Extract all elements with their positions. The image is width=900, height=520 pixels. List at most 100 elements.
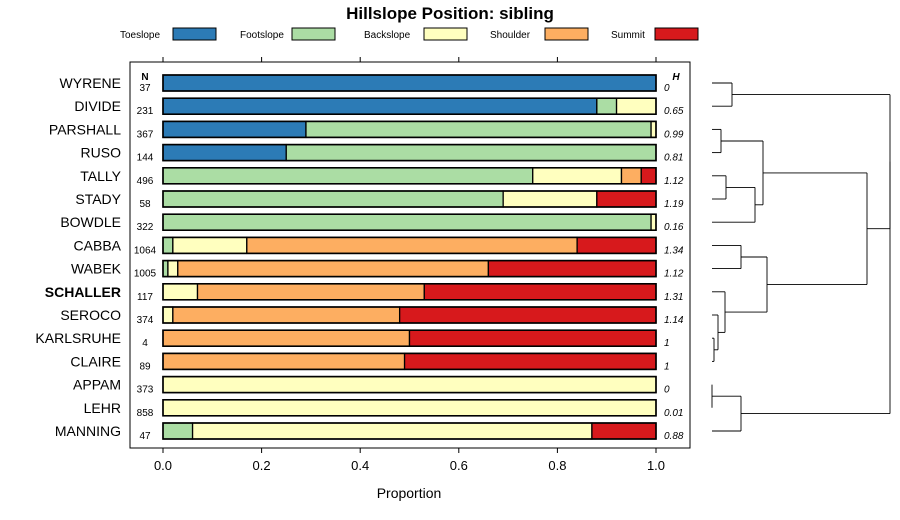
h-value: 1.12 — [664, 269, 684, 280]
bar-segment-backslope — [615, 97, 657, 115]
bar-row-wyrene: WYRENE 37 0 — [60, 74, 670, 94]
bar-row-divide: DIVIDE 231 0.65 — [74, 97, 684, 117]
bar-outline — [162, 236, 657, 255]
bar-segment-shoulder — [162, 329, 411, 347]
bar-segment-shoulder — [246, 236, 578, 255]
bar-segment-footslope — [162, 422, 194, 440]
n-value: 89 — [139, 361, 151, 372]
n-value: 37 — [139, 83, 151, 94]
category-label: WYRENE — [60, 75, 121, 91]
legend-label-toeslope: Toeslope — [120, 30, 160, 41]
h-value: 0.01 — [664, 408, 683, 419]
bar-segment-summit — [591, 422, 657, 440]
legend-swatch-footslope — [291, 27, 336, 41]
bar-segment-footslope — [162, 190, 504, 208]
bar-segment-summit — [640, 167, 657, 185]
bar-segment-toeslope — [162, 74, 657, 92]
category-label: SEROCO — [60, 307, 121, 323]
legend-label-shoulder: Shoulder — [490, 30, 531, 41]
bar-outline — [162, 120, 657, 139]
x-tick-label: 0.8 — [548, 458, 566, 473]
bar-outline — [162, 259, 657, 278]
bar-row-manning: MANNING 47 0.88 — [55, 422, 684, 442]
bar-segment-shoulder — [162, 352, 406, 371]
bar-outline — [162, 167, 657, 185]
legend-swatch-toeslope — [172, 27, 217, 41]
bar-row-tally: TALLY 496 1.12 — [80, 167, 684, 187]
category-label: BOWDLE — [60, 214, 121, 230]
bar-segment-footslope — [596, 97, 618, 115]
h-value: 0.65 — [664, 106, 684, 117]
bar-row-ruso: RUSO 144 0.81 — [81, 143, 683, 164]
bar-row-appam: APPAM 373 0 — [73, 375, 670, 396]
bar-outline — [162, 375, 657, 394]
bar-segment-toeslope — [162, 143, 287, 162]
h-value: 1 — [664, 361, 670, 372]
bar-segment-backslope — [532, 167, 623, 185]
bar-segment-summit — [423, 283, 657, 301]
bar-segment-shoulder — [177, 259, 490, 278]
bar-row-claire: CLAIRE 89 1 — [70, 352, 670, 372]
bar-row-lehr: LEHR 858 0.01 — [84, 398, 683, 419]
h-value: 0.99 — [664, 129, 684, 140]
n-value: 1064 — [134, 245, 157, 256]
h-value: 1.19 — [664, 199, 684, 210]
bar-segment-backslope — [167, 259, 179, 278]
bar-segment-footslope — [162, 213, 652, 231]
legend-label-summit: Summit — [611, 30, 645, 41]
bar-segment-backslope — [172, 236, 248, 255]
bar-segment-shoulder — [196, 283, 425, 301]
x-tick-label: 1.0 — [647, 458, 665, 473]
bar-segment-summit — [596, 190, 657, 208]
legend: Toeslope Footslope Backslope Shoulder Summit — [120, 27, 699, 41]
n-value: 373 — [137, 385, 154, 396]
h-value: 1.14 — [664, 315, 684, 326]
h-value: 1 — [664, 338, 670, 349]
bar-outline — [162, 282, 657, 301]
category-label: LEHR — [84, 400, 121, 416]
n-value: 858 — [137, 408, 154, 419]
legend-label-backslope: Backslope — [364, 30, 411, 41]
bar-row-seroco: SEROCO 374 1.14 — [60, 306, 684, 326]
h-value: 1.12 — [664, 176, 684, 187]
bar-segment-footslope — [305, 120, 652, 139]
h-value: 0.88 — [664, 431, 684, 442]
bar-segment-backslope — [162, 399, 657, 417]
n-column-header: N — [141, 72, 148, 83]
n-value: 231 — [137, 106, 154, 117]
bar-outline — [162, 213, 657, 231]
n-value: 117 — [137, 292, 153, 303]
category-label: SCHALLER — [45, 284, 121, 300]
x-tick-label: 0.0 — [154, 458, 172, 473]
bar-row-schaller: SCHALLER 117 1.31 — [45, 282, 683, 303]
h-value: 0 — [664, 385, 670, 396]
bar-segment-summit — [403, 352, 657, 371]
legend-swatch-shoulder — [544, 27, 589, 41]
plot-area: N H 0.0 0.2 0.4 0.6 0.8 1.0 WYRENE 37 0 DIVIDE 231 0.… — [35, 57, 691, 473]
n-value: 4 — [142, 338, 148, 349]
legend-label-footslope: Footslope — [240, 30, 284, 41]
bar-segment-summit — [408, 329, 657, 347]
bar-outline — [162, 143, 657, 162]
bar-segment-shoulder — [620, 167, 642, 185]
h-value: 0.16 — [664, 222, 684, 233]
h-value: 1.31 — [664, 292, 683, 303]
bar-segment-summit — [576, 236, 657, 255]
n-value: 496 — [137, 176, 154, 187]
bar-outline — [162, 398, 657, 417]
dendrogram — [711, 82, 891, 432]
x-axis-label: Proportion — [377, 485, 442, 501]
bar-row-karlsruhe: KARLSRUHE 4 1 — [35, 329, 670, 349]
h-value: 0 — [664, 83, 670, 94]
bar-segment-toeslope — [162, 120, 307, 139]
category-label: TALLY — [80, 168, 121, 184]
category-label: STADY — [75, 191, 121, 207]
bar-segment-summit — [398, 306, 657, 324]
n-value: 144 — [137, 153, 154, 164]
bar-row-bowdle: BOWDLE 322 0.16 — [60, 213, 684, 233]
n-value: 58 — [139, 199, 151, 210]
bar-segment-backslope — [162, 283, 199, 301]
bar-row-wabek: WABEK 1005 1.12 — [71, 259, 684, 280]
bar-segment-shoulder — [172, 306, 401, 324]
bar-outline — [162, 190, 657, 208]
